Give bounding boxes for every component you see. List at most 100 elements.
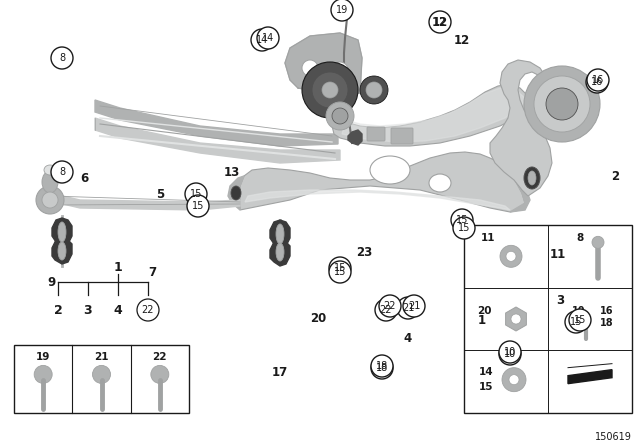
Ellipse shape [276,243,284,261]
Circle shape [499,341,521,363]
Ellipse shape [44,165,56,175]
FancyBboxPatch shape [367,127,385,141]
Text: 150619: 150619 [595,432,632,442]
Circle shape [251,29,273,51]
Circle shape [42,192,58,208]
Ellipse shape [524,167,540,189]
Text: 8: 8 [59,167,65,177]
Circle shape [499,343,521,365]
Polygon shape [52,238,72,264]
Text: 1: 1 [114,261,122,274]
Text: 5: 5 [156,188,164,201]
Text: 8: 8 [577,233,584,243]
Polygon shape [270,240,290,266]
Circle shape [379,295,401,317]
Circle shape [500,246,522,267]
FancyBboxPatch shape [14,345,189,413]
Polygon shape [342,88,525,142]
Circle shape [565,311,587,333]
Text: 8: 8 [59,53,65,63]
Text: 15: 15 [479,382,493,392]
Text: 14: 14 [256,35,268,45]
Circle shape [534,76,590,132]
Circle shape [151,366,169,383]
Circle shape [403,295,425,317]
Circle shape [36,186,64,214]
Text: 11: 11 [550,247,566,260]
Polygon shape [568,370,612,383]
Ellipse shape [58,242,66,260]
Circle shape [586,71,608,93]
FancyBboxPatch shape [464,225,632,413]
Circle shape [185,183,207,205]
Ellipse shape [58,222,66,242]
Circle shape [546,88,578,120]
Circle shape [453,217,475,239]
Circle shape [371,355,393,377]
Text: 22: 22 [380,305,392,315]
Circle shape [524,66,600,142]
Text: 15: 15 [192,201,204,211]
Circle shape [429,11,451,33]
Text: 22: 22 [384,301,396,311]
Text: 16: 16 [600,306,614,316]
Text: 1: 1 [478,314,486,327]
Text: 20: 20 [477,306,492,316]
Text: 12: 12 [434,17,446,27]
Text: 12: 12 [454,34,470,47]
Circle shape [366,82,382,98]
Circle shape [509,375,519,385]
Text: 19: 19 [36,352,51,362]
Text: 17: 17 [272,366,288,379]
Circle shape [332,108,348,124]
Text: 15: 15 [334,263,346,273]
Polygon shape [270,220,290,248]
Circle shape [451,209,473,231]
Text: 15: 15 [574,315,586,325]
Circle shape [329,257,351,279]
Circle shape [93,366,111,383]
Polygon shape [510,180,530,212]
Circle shape [360,76,388,104]
Text: 3: 3 [556,293,564,306]
Polygon shape [285,33,362,96]
Text: 16: 16 [592,75,604,85]
Text: 4: 4 [114,303,122,316]
Text: 10: 10 [504,347,516,357]
Circle shape [332,62,348,78]
Circle shape [502,368,526,392]
Polygon shape [332,84,530,146]
Text: 2: 2 [54,303,62,316]
Text: 22: 22 [152,352,167,362]
Circle shape [302,62,358,118]
Text: 14: 14 [262,33,274,43]
Circle shape [397,297,419,319]
Ellipse shape [276,224,284,244]
Circle shape [329,261,351,283]
Text: 15: 15 [190,189,202,199]
Circle shape [51,161,73,183]
Text: 6: 6 [80,172,88,185]
Text: 10: 10 [504,349,516,359]
Polygon shape [348,130,362,145]
Text: 14: 14 [479,366,493,377]
Text: 21: 21 [94,352,109,362]
Circle shape [592,237,604,248]
Circle shape [506,251,516,261]
Text: 15: 15 [458,223,470,233]
Circle shape [375,299,397,321]
Polygon shape [95,100,338,146]
Text: 21: 21 [402,303,414,313]
Text: 15: 15 [334,267,346,277]
Circle shape [34,366,52,383]
Text: 7: 7 [148,266,156,279]
Text: 12: 12 [432,16,448,29]
Circle shape [51,47,73,69]
Polygon shape [490,60,582,196]
Circle shape [371,357,393,379]
Polygon shape [245,190,510,210]
Text: 21: 21 [408,301,420,311]
Circle shape [322,82,338,98]
Text: 20: 20 [310,311,326,324]
Text: 3: 3 [84,303,92,316]
